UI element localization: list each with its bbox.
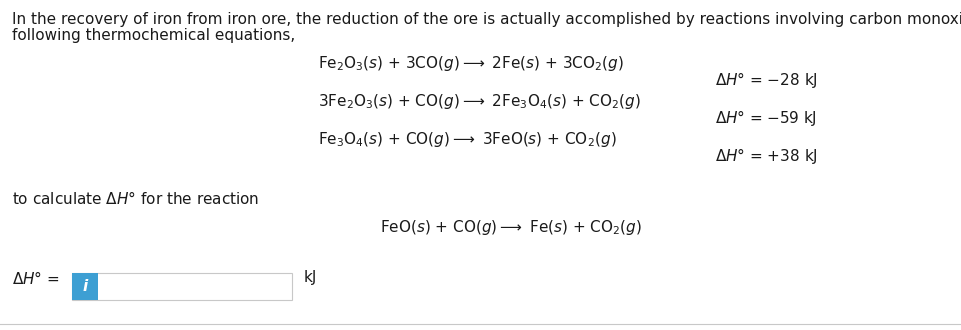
Text: $\Delta H$° = +38 kJ: $\Delta H$° = +38 kJ bbox=[714, 147, 817, 167]
Text: FeO($s$) + CO($g$)$\longrightarrow$ Fe($s$) + CO$_2$($g$): FeO($s$) + CO($g$)$\longrightarrow$ Fe($… bbox=[380, 218, 641, 237]
Text: following thermochemical equations,: following thermochemical equations, bbox=[12, 28, 295, 43]
FancyBboxPatch shape bbox=[72, 273, 98, 300]
Text: $\Delta H$° =: $\Delta H$° = bbox=[12, 270, 60, 287]
Text: to calculate $\Delta H$° for the reaction: to calculate $\Delta H$° for the reactio… bbox=[12, 190, 259, 207]
Text: i: i bbox=[83, 279, 87, 294]
Text: $\Delta H$° = $-$28 kJ: $\Delta H$° = $-$28 kJ bbox=[714, 71, 817, 90]
Text: $\Delta H$° = $-$59 kJ: $\Delta H$° = $-$59 kJ bbox=[714, 109, 816, 128]
Text: Fe$_2$O$_3$($s$) + 3CO($g$)$\longrightarrow$ 2Fe($s$) + 3CO$_2$($g$): Fe$_2$O$_3$($s$) + 3CO($g$)$\longrightar… bbox=[318, 54, 624, 73]
FancyBboxPatch shape bbox=[72, 273, 292, 300]
Text: kJ: kJ bbox=[304, 270, 317, 285]
Text: In the recovery of iron from iron ore, the reduction of the ore is actually acco: In the recovery of iron from iron ore, t… bbox=[12, 12, 961, 27]
Text: Fe$_3$O$_4$($s$) + CO($g$)$\longrightarrow$ 3FeO($s$) + CO$_2$($g$): Fe$_3$O$_4$($s$) + CO($g$)$\longrightarr… bbox=[318, 130, 616, 149]
Text: 3Fe$_2$O$_3$($s$) + CO($g$)$\longrightarrow$ 2Fe$_3$O$_4$($s$) + CO$_2$($g$): 3Fe$_2$O$_3$($s$) + CO($g$)$\longrightar… bbox=[318, 92, 640, 111]
